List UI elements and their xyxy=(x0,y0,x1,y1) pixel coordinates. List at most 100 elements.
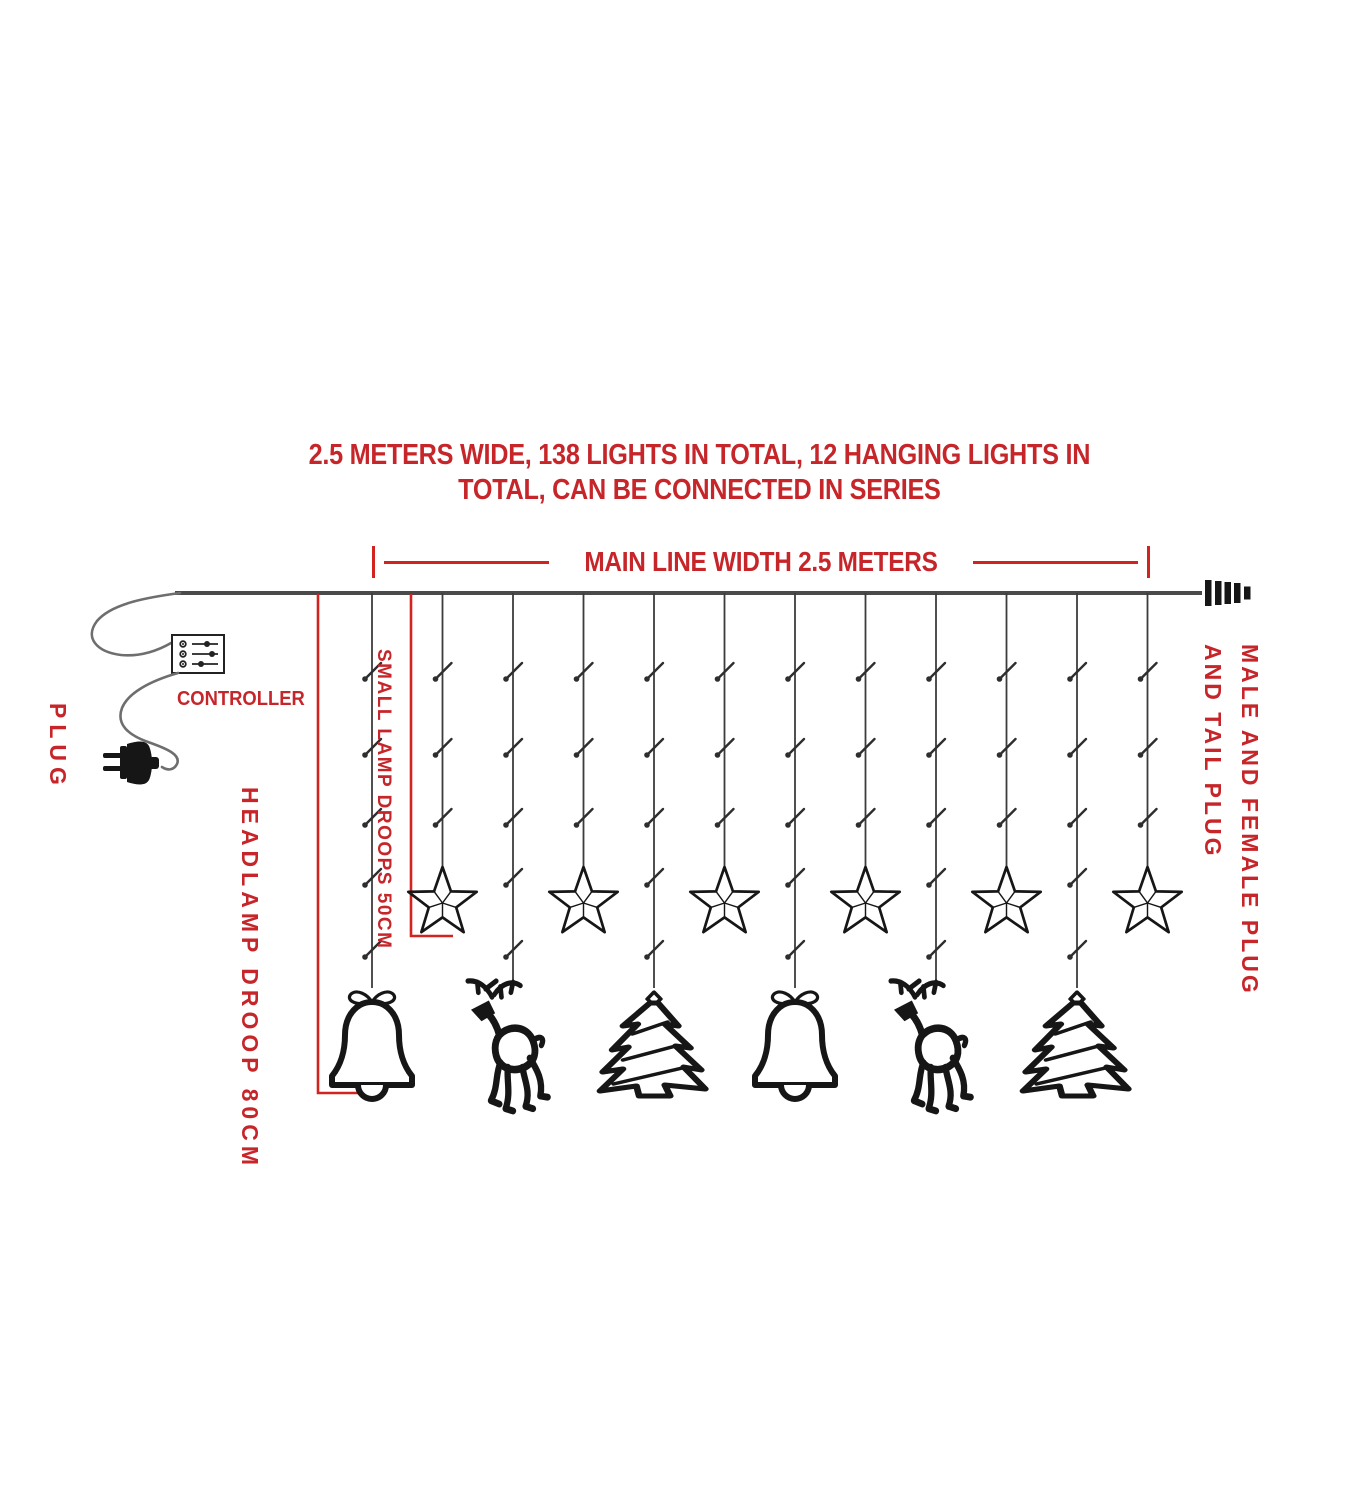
light-bulb-dot xyxy=(362,752,368,758)
tail-connector-icon xyxy=(1205,580,1251,606)
light-bulb-dot xyxy=(573,752,580,758)
light-tick xyxy=(504,939,524,959)
light-bulb-dot xyxy=(1067,822,1073,828)
main-line-width-measure: MAIN LINE WIDTH 2.5 METERS xyxy=(372,545,1150,579)
light-tick xyxy=(363,867,383,887)
light-bulb-dot xyxy=(432,752,439,758)
reindeer-ornament xyxy=(468,981,548,1111)
light-tick xyxy=(716,737,735,757)
light-tick xyxy=(1139,807,1158,827)
light-bulb-dot xyxy=(503,954,509,960)
star-ornament xyxy=(406,865,479,934)
light-bulb-dot xyxy=(926,822,932,828)
light-bulb-dot xyxy=(855,752,862,758)
light-bulb-dot xyxy=(1137,822,1144,828)
light-bulb-dot xyxy=(362,954,368,960)
star-ornament xyxy=(829,865,902,934)
light-bulb-dot xyxy=(1067,954,1073,960)
reindeer-ornament xyxy=(891,981,971,1111)
small-lamp-droop-label: SMALL LAMP DROOPS 50CM xyxy=(373,649,394,950)
bell-ornament xyxy=(755,992,835,1099)
light-tick xyxy=(716,661,735,681)
light-tick xyxy=(434,807,453,827)
light-tick xyxy=(575,807,594,827)
main-line-width-label: MAIN LINE WIDTH 2.5 METERS xyxy=(584,546,938,577)
light-tick xyxy=(786,939,806,959)
star-ornament xyxy=(970,865,1043,934)
light-bulb-dot xyxy=(644,954,650,960)
light-bulb-dot xyxy=(362,822,368,828)
light-bulb-dot xyxy=(714,752,721,758)
light-bulb-dot xyxy=(1067,752,1073,758)
light-tick xyxy=(434,737,453,757)
light-tick xyxy=(363,807,383,827)
light-bulb-dot xyxy=(785,882,791,888)
light-bulb-dot xyxy=(996,822,1003,828)
measure-line-left xyxy=(384,560,549,564)
light-tick xyxy=(504,867,524,887)
light-tick xyxy=(857,737,876,757)
light-tick xyxy=(857,807,876,827)
light-tick xyxy=(998,807,1017,827)
light-bulb-dot xyxy=(785,676,791,682)
light-bulb-dot xyxy=(573,822,580,828)
light-bulb-dot xyxy=(926,954,932,960)
headlamp-droop-label: HEADLAMP DROOP 80CM xyxy=(237,787,263,1170)
title-line-2: TOTAL, CAN BE CONNECTED IN SERIES xyxy=(458,474,941,506)
light-tick xyxy=(927,939,947,959)
light-bulb-dot xyxy=(785,822,791,828)
light-bulb-dot xyxy=(996,676,1003,682)
wire-mainline-to-controller xyxy=(90,591,182,657)
light-bulb-dot xyxy=(785,752,791,758)
light-tick xyxy=(857,661,876,681)
light-bulb-dot xyxy=(785,954,791,960)
light-bulb-dot xyxy=(503,822,509,828)
light-tick xyxy=(434,661,453,681)
light-tick xyxy=(363,737,383,757)
light-bulb-dot xyxy=(714,676,721,682)
tail-plug-label-line-2: AND TAIL PLUG xyxy=(1200,644,1226,859)
plug-label: PLUG xyxy=(45,703,71,791)
light-bulb-dot xyxy=(503,676,509,682)
diagram-title: 2.5 METERS WIDE, 138 LIGHTS IN TOTAL, 12… xyxy=(89,438,1276,508)
light-bulb-dot xyxy=(573,676,580,682)
light-tick xyxy=(363,661,383,681)
light-bulb-dot xyxy=(714,822,721,828)
light-tick xyxy=(1068,807,1088,827)
light-tick xyxy=(1068,737,1088,757)
light-bulb-dot xyxy=(432,822,439,828)
light-bulb-dot xyxy=(644,676,650,682)
light-tick xyxy=(645,939,665,959)
measure-end-tick-left xyxy=(372,546,375,578)
star-ornament xyxy=(547,865,620,934)
light-tick xyxy=(927,807,947,827)
light-bulb-dot xyxy=(926,676,932,682)
light-tick xyxy=(1139,661,1158,681)
light-tick xyxy=(1068,939,1088,959)
light-tick xyxy=(927,737,947,757)
light-tick xyxy=(575,737,594,757)
light-bulb-dot xyxy=(926,752,932,758)
light-bulb-dot xyxy=(362,676,368,682)
light-tick xyxy=(927,867,947,887)
measure-line-right xyxy=(973,560,1138,564)
light-tick xyxy=(645,661,665,681)
light-tick xyxy=(645,867,665,887)
light-bulb-dot xyxy=(855,676,862,682)
tail-plug-label: MALE AND FEMALE PLUG AND TAIL PLUG xyxy=(1194,644,1268,996)
light-tick xyxy=(575,661,594,681)
light-tick xyxy=(645,807,665,827)
light-tick xyxy=(645,737,665,757)
light-bulb-dot xyxy=(996,752,1003,758)
light-tick xyxy=(927,661,947,681)
wire-controller-to-plug xyxy=(119,671,180,771)
plug-icon xyxy=(103,741,159,785)
light-tick xyxy=(716,807,735,827)
light-tick xyxy=(1139,737,1158,757)
light-bulb-dot xyxy=(1137,752,1144,758)
light-tick xyxy=(786,867,806,887)
headlamp-droop-measure-line xyxy=(316,594,358,1095)
light-bulb-dot xyxy=(1067,676,1073,682)
